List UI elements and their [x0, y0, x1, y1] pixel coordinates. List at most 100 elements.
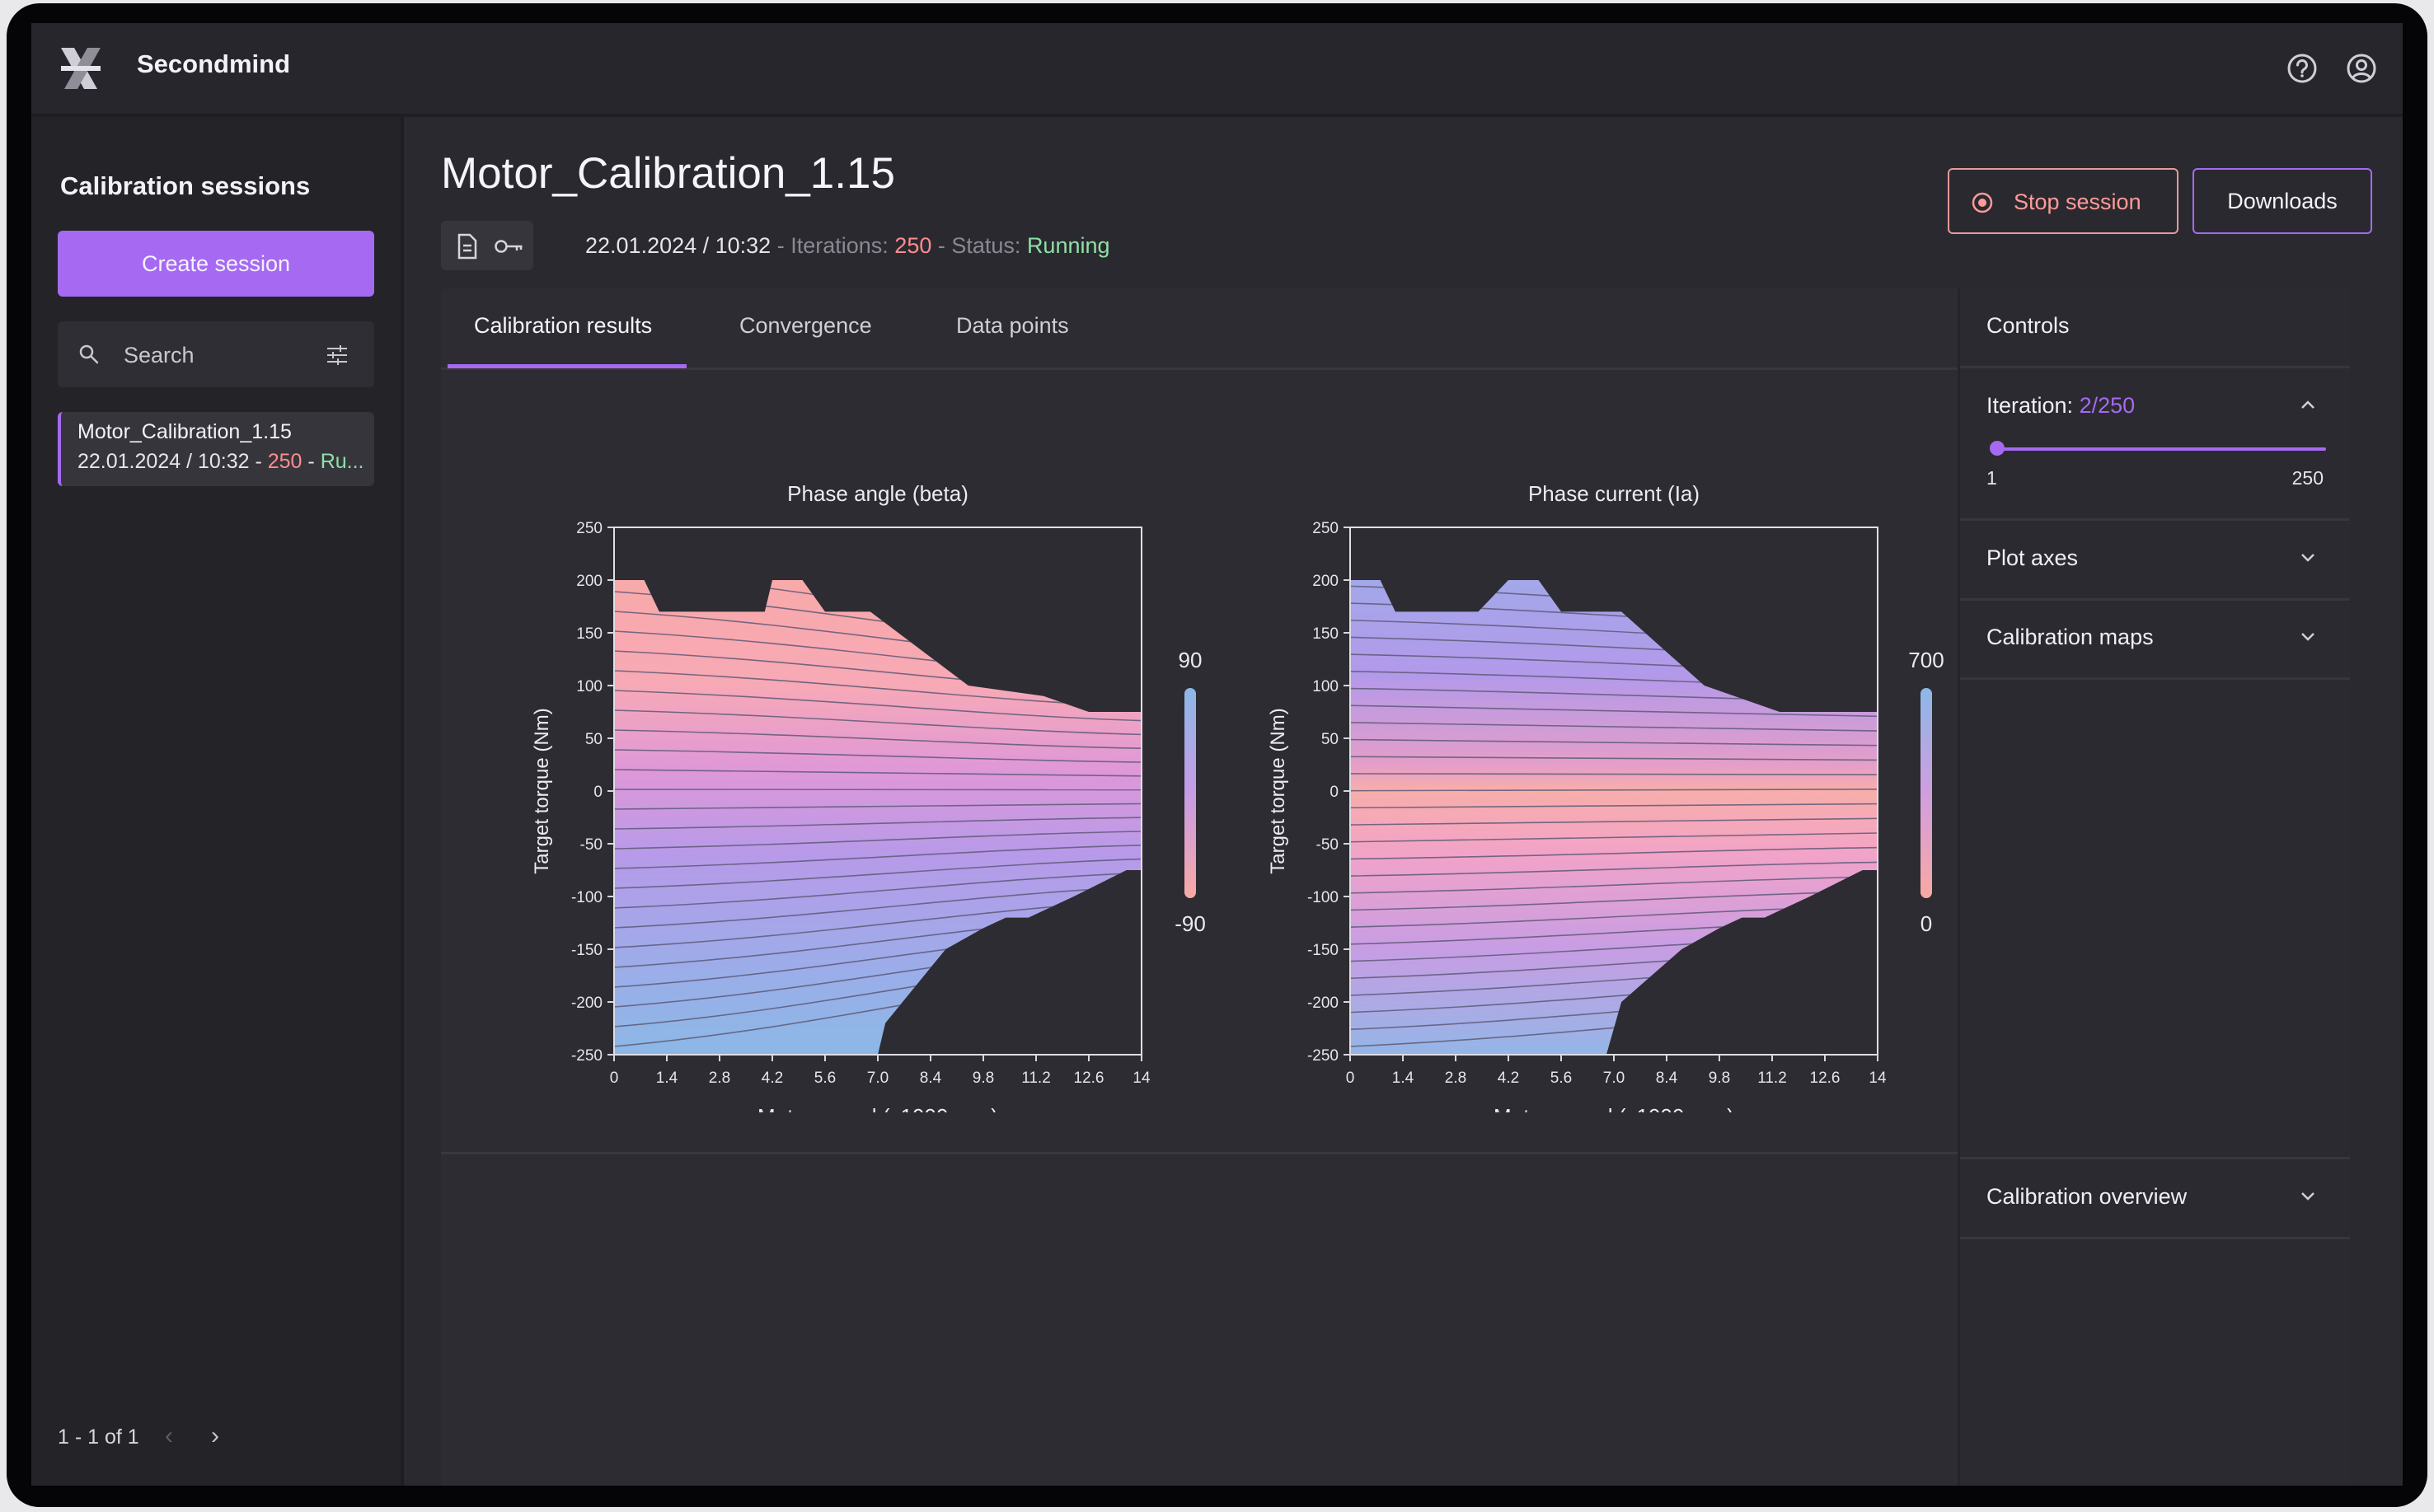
colorbar-min-label: -90 [1175, 911, 1206, 936]
y-tick-label: 200 [1312, 573, 1339, 590]
controls-header: Controls [1960, 288, 2350, 368]
y-tick-label: -50 [1316, 836, 1339, 854]
y-tick-label: 250 [576, 520, 603, 537]
contour-line [1350, 861, 1878, 877]
stop-session-button[interactable]: Stop session [1948, 168, 2178, 234]
y-tick-label: 150 [1312, 625, 1339, 643]
y-axis-label: Target torque (Nm) [531, 708, 553, 873]
calibration-charts: 0 1.4 2.8 4.2 5.6 7.0 8.4 9.8 11.2 12.6 14 250 200 15… [531, 481, 1944, 1112]
contour-line [1350, 891, 1878, 911]
iteration-label: Iteration: 2/250 [1986, 393, 2135, 419]
help-icon[interactable] [2286, 52, 2319, 85]
account-icon[interactable] [2345, 52, 2378, 85]
x-tick-label: 11.2 [1021, 1070, 1051, 1087]
stop-record-icon [1972, 192, 1993, 213]
app-name: Secondmind [137, 49, 291, 78]
y-tick-label: -50 [580, 836, 603, 854]
colorbar-max-label: 90 [1179, 648, 1203, 672]
iteration-slider-track[interactable] [1995, 447, 2326, 451]
contour-line [1350, 756, 1878, 761]
device-frame: Secondmind Calibration sessions Create s… [7, 3, 2427, 1507]
tab-data-points[interactable]: Data points [956, 313, 1069, 338]
x-tick-label: 8.4 [1656, 1070, 1678, 1087]
y-tick-label: 50 [585, 731, 603, 748]
session-list-item[interactable]: Motor_Calibration_1.15 22.01.2024 / 10:3… [58, 412, 374, 486]
plot-axes-label: Plot axes [1986, 545, 2079, 570]
y-tick-label: -250 [571, 1047, 603, 1065]
x-tick-label: 5.6 [1550, 1070, 1572, 1087]
chart-title: Phase current (Ia) [1528, 481, 1700, 506]
create-session-button[interactable]: Create session [58, 231, 374, 297]
x-tick-label: 2.8 [709, 1070, 730, 1087]
document-icon[interactable] [454, 232, 481, 260]
y-tick-label: -150 [571, 942, 603, 959]
stop-session-label: Stop session [2014, 190, 2141, 214]
contour-line [614, 709, 1142, 736]
y-tick-label: -200 [1307, 995, 1339, 1012]
y-tick-label: 100 [576, 678, 603, 695]
chart-title: Phase angle (beta) [787, 481, 968, 506]
x-tick-label: 9.8 [973, 1070, 994, 1087]
x-tick-label: 14 [1133, 1070, 1151, 1087]
slider-min-label: 1 [1986, 467, 1997, 489]
contour-line [1350, 789, 1878, 792]
colorbar [1920, 688, 1932, 898]
contour-line [1350, 832, 1878, 843]
session-date: 22.01.2024 / 10:32 [77, 450, 250, 473]
iteration-value: 2/250 [2079, 393, 2136, 418]
filter-icon[interactable] [325, 343, 349, 367]
prev-page-icon[interactable]: ‹ [165, 1422, 173, 1449]
controls-panel: Controls Iteration: 2/250 1 250 Plot axe… [1958, 288, 2350, 1486]
y-tick-label: -250 [1307, 1047, 1339, 1065]
tab-convergence[interactable]: Convergence [739, 313, 872, 338]
calibration-overview-section[interactable]: Calibration overview [1960, 1157, 2350, 1239]
status-label: Status: [951, 233, 1021, 258]
y-tick-label: 250 [1312, 520, 1339, 537]
y-tick-label: -200 [571, 995, 603, 1012]
contour-line [1350, 817, 1878, 826]
x-tick-label: 9.8 [1709, 1070, 1730, 1087]
contour-line [614, 690, 1142, 722]
chevron-down-icon[interactable] [2299, 550, 2317, 564]
chevron-down-icon[interactable] [2299, 630, 2317, 643]
contour-line [614, 803, 1142, 810]
session-status: Ru... [320, 450, 364, 473]
next-page-icon[interactable]: › [211, 1422, 219, 1449]
page-title: Motor_Calibration_1.15 [441, 149, 895, 198]
x-tick-label: 1.4 [1392, 1070, 1414, 1087]
downloads-button[interactable]: Downloads [2192, 168, 2372, 234]
contour-line [614, 769, 1142, 777]
key-icon[interactable] [494, 236, 525, 257]
contour-line [614, 872, 1142, 909]
app-window: Secondmind Calibration sessions Create s… [31, 23, 2403, 1486]
chevron-up-icon[interactable] [2299, 398, 2317, 411]
calibration-maps-label: Calibration maps [1986, 625, 2154, 649]
iteration-slider-handle[interactable] [1989, 441, 2005, 456]
colorbar-max-label: 700 [1908, 648, 1944, 672]
sidebar-title: Calibration sessions [60, 171, 311, 200]
plot-axes-section[interactable]: Plot axes [1960, 521, 2350, 601]
x-tick-label: 1.4 [656, 1070, 678, 1087]
contour-line [1350, 722, 1878, 732]
sidebar: Calibration sessions Create session Sear… [31, 117, 404, 1486]
search-input[interactable]: Search [58, 321, 374, 387]
x-tick-label: 11.2 [1757, 1070, 1787, 1087]
y-tick-label: 0 [1330, 784, 1339, 801]
x-tick-label: 4.2 [762, 1070, 783, 1087]
calibration-maps-section[interactable]: Calibration maps [1960, 600, 2350, 680]
contour-line [614, 749, 1142, 763]
x-tick-label: 5.6 [814, 1070, 836, 1087]
session-meta: 22.01.2024 / 10:32 - 250 - Ru... [77, 450, 364, 473]
x-tick-label: 0 [1346, 1070, 1355, 1087]
tab-calibration-results[interactable]: Calibration results [474, 313, 653, 338]
slider-max-label: 250 [2291, 467, 2324, 489]
phase-angle-chart: 0 1.4 2.8 4.2 5.6 7.0 8.4 9.8 11.2 12.6 14 250 200 15… [531, 481, 1206, 1112]
phase-current-chart: 0 1.4 2.8 4.2 5.6 7.0 8.4 9.8 11.2 12.6 14 250 200 15… [1267, 481, 1944, 1112]
controls-title: Controls [1986, 313, 2070, 338]
active-tab-indicator [448, 364, 687, 368]
chevron-down-icon[interactable] [2299, 1189, 2317, 1202]
contour-line [1350, 803, 1878, 809]
tab-bar: Calibration results Convergence Data poi… [441, 288, 1958, 370]
x-tick-label: 2.8 [1445, 1070, 1466, 1087]
status-value: Running [1026, 233, 1110, 258]
